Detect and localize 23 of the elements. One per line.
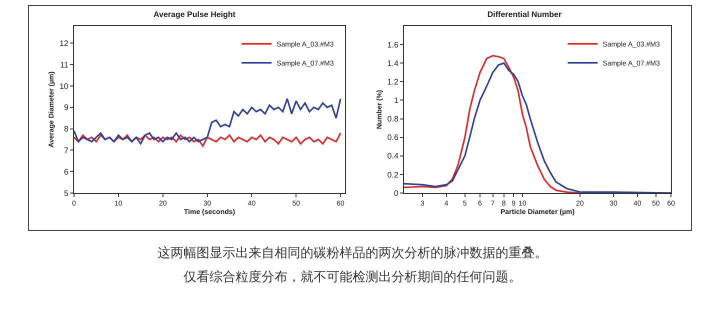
- y-tick-label: 0.2: [387, 170, 399, 180]
- y-tick-label: 1: [394, 96, 399, 106]
- y-tick-label: 7: [64, 146, 69, 155]
- y-tick-label: 12: [59, 38, 69, 48]
- text: 仅看综合粒度分布，就不可能检测出分析期间的任何问题。: [182, 269, 522, 287]
- line-series: [74, 132, 342, 147]
- text: 这两幅图显示出来自相同的碳粉样品的两次分析的脉冲数据的重叠。: [156, 245, 548, 263]
- y-tick-label: 0: [394, 188, 399, 198]
- y-tick-label: 1.6: [387, 40, 399, 50]
- y-tick-label: 1.4: [387, 58, 399, 68]
- y-tick-label: 0.4: [387, 152, 399, 161]
- y-tick-label: 9: [64, 103, 69, 112]
- y-tick-label: 8: [64, 124, 69, 134]
- y-tick-label: 6: [64, 167, 69, 176]
- y-tick-label: 10: [59, 82, 69, 91]
- y-tick-label: 11: [60, 60, 69, 70]
- y-tick-label: 0.6: [387, 133, 399, 142]
- chart-title: Average Pulse Height: [154, 10, 236, 19]
- line-series: [74, 98, 342, 145]
- y-tick-label: 1.2: [387, 77, 399, 86]
- chart-title: Differential Number: [487, 10, 562, 19]
- y-tick-label: 0.8: [387, 114, 399, 124]
- y-tick-label: 5: [64, 188, 69, 198]
